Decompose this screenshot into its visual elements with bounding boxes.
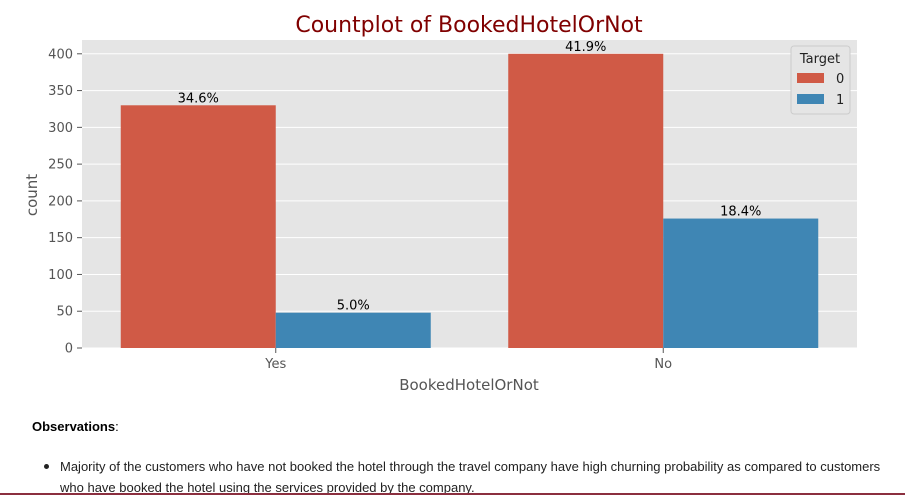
legend-label: 1 xyxy=(836,93,844,108)
legend-swatch xyxy=(797,94,824,104)
y-tick-label: 200 xyxy=(48,194,73,209)
observations-heading-suffix: : xyxy=(115,419,119,434)
legend: Target 0 1 xyxy=(790,45,851,115)
chart-title: Countplot of BookedHotelOrNot xyxy=(295,13,643,38)
y-tick-label: 100 xyxy=(48,268,73,283)
x-axis-label: BookedHotelOrNot xyxy=(399,376,539,394)
legend-swatch xyxy=(797,73,824,83)
observations-heading-label: Observations xyxy=(32,419,116,434)
bar xyxy=(508,53,664,349)
legend-label: 0 xyxy=(836,72,844,87)
x-tick-label: Yes xyxy=(264,357,286,372)
y-axis-ticks: 0 50 100 150 200 250 300 350 400 xyxy=(48,47,82,357)
observation-item: Majority of the customers who have not b… xyxy=(44,456,890,498)
bar-labels: 34.6% 5.0% 41.9% 18.4% xyxy=(178,40,762,314)
y-tick-label: 50 xyxy=(56,305,73,320)
bar xyxy=(120,105,276,348)
bar-value-label: 41.9% xyxy=(565,40,606,55)
observations-heading: Observations: xyxy=(32,419,119,434)
y-tick-label: 0 xyxy=(65,342,73,357)
x-tick-label: No xyxy=(654,357,672,372)
observations-list: Majority of the customers who have not b… xyxy=(44,456,890,498)
y-tick-label: 250 xyxy=(48,158,73,173)
y-tick-label: 150 xyxy=(48,231,73,246)
y-tick-label: 400 xyxy=(48,47,73,62)
bar-value-label: 34.6% xyxy=(178,91,219,106)
bar xyxy=(275,312,431,348)
y-tick-label: 350 xyxy=(48,84,73,99)
bar-value-label: 5.0% xyxy=(337,299,370,314)
y-tick-label: 300 xyxy=(48,121,73,136)
y-axis-label: count xyxy=(23,174,41,216)
bar-value-label: 18.4% xyxy=(720,205,761,220)
bottom-divider xyxy=(0,493,905,495)
x-axis-ticks: Yes No xyxy=(264,348,672,372)
bars xyxy=(120,53,819,349)
countplot-chart: Countplot of BookedHotelOrNot 0 50 100 150 2… xyxy=(23,13,857,394)
legend-title: Target xyxy=(799,52,840,67)
bar xyxy=(663,218,819,348)
